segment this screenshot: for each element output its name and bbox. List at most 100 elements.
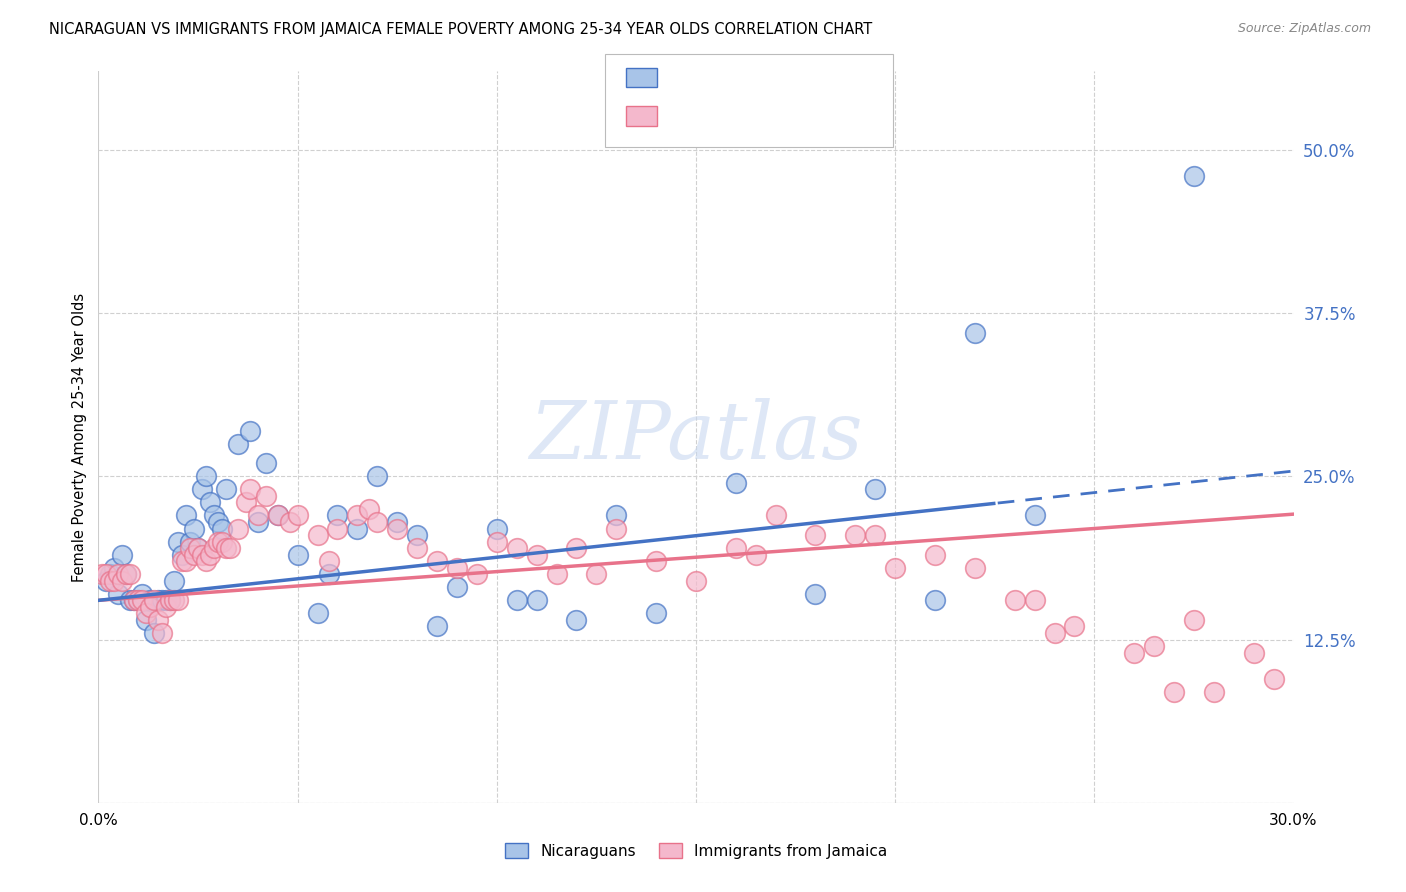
Point — [804, 528, 827, 542]
Point — [246, 515, 269, 529]
Point — [485, 534, 508, 549]
Point — [485, 521, 508, 535]
Point — [346, 521, 368, 535]
Point — [207, 515, 229, 529]
Point — [254, 456, 277, 470]
Point — [163, 593, 186, 607]
Point — [191, 483, 214, 497]
Point — [318, 567, 340, 582]
Point — [326, 521, 349, 535]
Point — [111, 574, 134, 588]
Point — [924, 548, 946, 562]
Point — [346, 508, 368, 523]
Point — [211, 521, 233, 535]
Point — [1163, 685, 1185, 699]
Point — [765, 508, 787, 523]
Text: ZIPatlas: ZIPatlas — [529, 399, 863, 475]
Y-axis label: Female Poverty Among 25-34 Year Olds: Female Poverty Among 25-34 Year Olds — [72, 293, 87, 582]
Point — [131, 593, 153, 607]
Point — [254, 489, 277, 503]
Point — [148, 593, 170, 607]
Point — [406, 528, 429, 542]
Point — [179, 541, 201, 555]
Point — [148, 613, 170, 627]
Point — [167, 593, 190, 607]
Point — [287, 508, 309, 523]
Point — [139, 599, 162, 614]
Point — [174, 554, 197, 568]
Point — [246, 508, 269, 523]
Point — [1182, 613, 1205, 627]
Point — [98, 574, 122, 588]
Point — [1024, 508, 1046, 523]
Point — [172, 554, 194, 568]
Point — [267, 508, 290, 523]
Point — [124, 593, 146, 607]
Point — [865, 528, 887, 542]
Point — [865, 483, 887, 497]
Point — [107, 587, 129, 601]
Point — [226, 436, 249, 450]
Point — [159, 593, 181, 607]
Point — [150, 626, 173, 640]
Point — [239, 483, 262, 497]
Point — [526, 593, 548, 607]
Point — [884, 560, 907, 574]
Point — [585, 567, 607, 582]
Point — [1004, 593, 1026, 607]
Point — [565, 613, 588, 627]
Point — [159, 593, 181, 607]
Text: N = 59: N = 59 — [794, 70, 852, 85]
Point — [96, 567, 118, 582]
Point — [96, 574, 118, 588]
Point — [131, 587, 153, 601]
Point — [1243, 646, 1265, 660]
Point — [172, 548, 194, 562]
Point — [103, 560, 125, 574]
Point — [406, 541, 429, 555]
Point — [1043, 626, 1066, 640]
Point — [179, 534, 201, 549]
Point — [207, 534, 229, 549]
Point — [267, 508, 290, 523]
Text: Source: ZipAtlas.com: Source: ZipAtlas.com — [1237, 22, 1371, 36]
Point — [226, 521, 249, 535]
Point — [183, 521, 205, 535]
Point — [1343, 646, 1365, 660]
Point — [318, 554, 340, 568]
Point — [211, 534, 233, 549]
Text: N = 85: N = 85 — [794, 109, 852, 123]
Point — [155, 593, 177, 607]
Point — [124, 593, 146, 607]
Point — [1063, 619, 1085, 633]
Point — [366, 515, 388, 529]
Point — [143, 593, 166, 607]
Point — [1302, 646, 1324, 660]
Point — [1263, 672, 1285, 686]
Point — [215, 541, 238, 555]
Point — [963, 326, 986, 340]
Point — [198, 548, 221, 562]
Point — [120, 593, 142, 607]
Point — [239, 424, 262, 438]
Point — [745, 548, 768, 562]
Point — [546, 567, 568, 582]
Point — [605, 508, 627, 523]
Point — [215, 483, 238, 497]
Point — [526, 548, 548, 562]
Point — [167, 534, 190, 549]
Point — [115, 567, 138, 582]
Point — [135, 613, 157, 627]
Point — [1123, 646, 1146, 660]
Point — [111, 548, 134, 562]
Point — [465, 567, 488, 582]
Point — [107, 567, 129, 582]
Point — [219, 541, 242, 555]
Point — [195, 554, 218, 568]
Text: NICARAGUAN VS IMMIGRANTS FROM JAMAICA FEMALE POVERTY AMONG 25-34 YEAR OLDS CORRE: NICARAGUAN VS IMMIGRANTS FROM JAMAICA FE… — [49, 22, 873, 37]
Point — [366, 469, 388, 483]
Point — [326, 508, 349, 523]
Point — [645, 607, 668, 621]
Point — [127, 593, 149, 607]
Point — [565, 541, 588, 555]
